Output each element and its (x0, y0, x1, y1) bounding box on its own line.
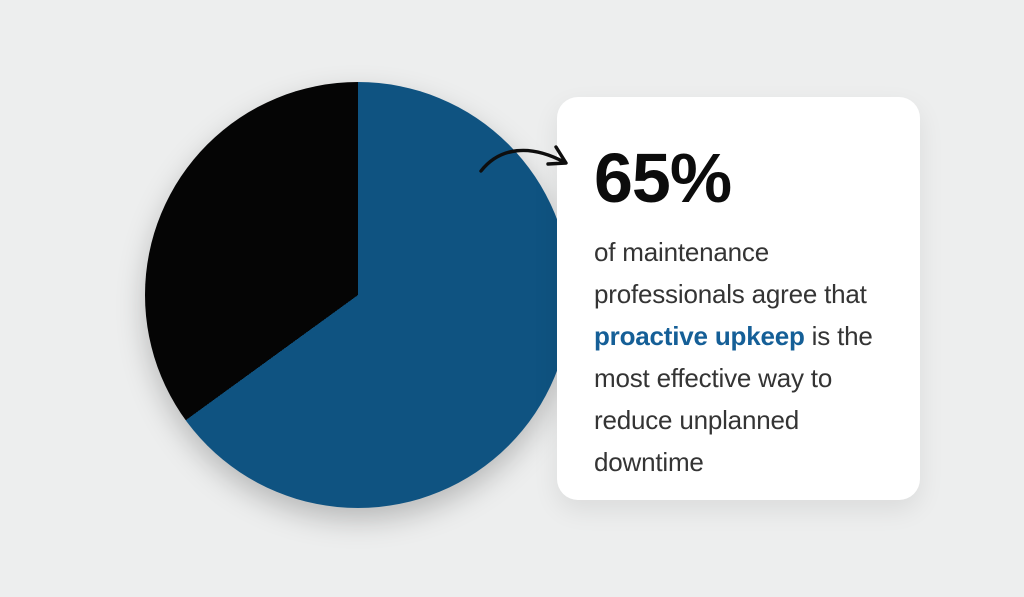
emphasized-keyword: proactive upkeep (594, 321, 805, 351)
description-text: most effective way to (594, 363, 833, 393)
description-text: of maintenance (594, 237, 769, 267)
stat-card: 65% of maintenance professionals agree th… (557, 97, 920, 500)
description-text: reduce unplanned (594, 405, 799, 435)
description-text: is the (804, 321, 873, 351)
description-text: downtime (594, 447, 704, 477)
stat-description-line: most effective way to (594, 357, 886, 399)
stat-description-line: downtime (594, 441, 886, 483)
stat-description-line: proactive upkeep is the (594, 315, 886, 357)
stat-description-line: professionals agree that (594, 273, 886, 315)
pie-chart (145, 82, 571, 508)
stat-value: 65% (594, 139, 732, 217)
stat-description-line: reduce unplanned (594, 399, 886, 441)
curved-arrow-icon (479, 145, 568, 173)
description-text: professionals agree that (594, 279, 867, 309)
stat-description-line: of maintenance (594, 231, 886, 273)
stat-description: of maintenance professionals agree that pr… (594, 231, 886, 483)
